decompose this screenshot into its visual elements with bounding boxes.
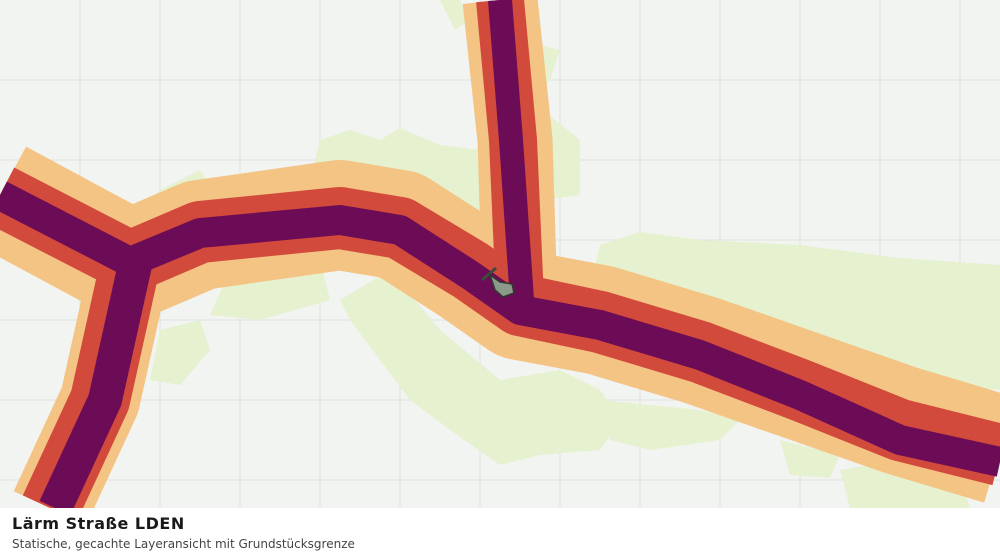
legend-footer: Lärm Straße LDEN Statische, gecachte Lay… [0, 508, 1000, 560]
map-canvas [0, 0, 1000, 508]
parcel-boundary [481, 266, 515, 298]
noise-zone-very-high [0, 0, 1000, 508]
layer-title: Lärm Straße LDEN [12, 514, 185, 533]
layer-subtitle: Statische, gecachte Layeransicht mit Gru… [12, 537, 355, 551]
